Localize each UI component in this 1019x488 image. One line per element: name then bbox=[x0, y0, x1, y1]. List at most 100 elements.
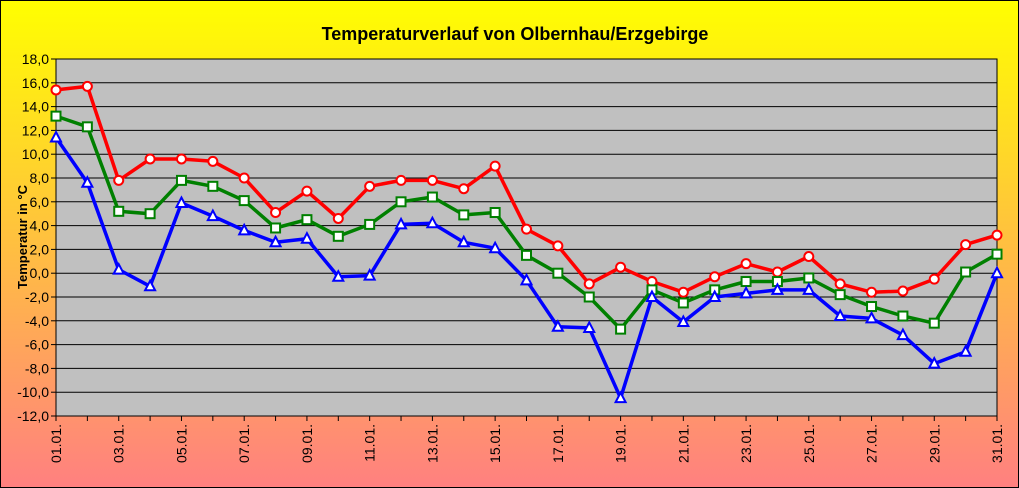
data-point bbox=[112, 261, 126, 275]
x-tick-label: 13.01. bbox=[424, 424, 440, 463]
data-point bbox=[270, 207, 282, 219]
data-point bbox=[927, 355, 941, 369]
data-point bbox=[521, 223, 532, 235]
x-tick-label: 09.01. bbox=[299, 424, 315, 463]
y-tick-label: -10,0 bbox=[17, 384, 49, 400]
y-tick-label: 18,0 bbox=[22, 51, 49, 67]
data-point bbox=[803, 272, 815, 284]
data-point bbox=[49, 129, 63, 143]
x-tick-label: 17.01. bbox=[550, 424, 566, 463]
data-point bbox=[708, 289, 722, 302]
y-tick-label: -12,0 bbox=[17, 408, 49, 424]
data-point bbox=[113, 174, 125, 186]
x-tick-label: 19.01. bbox=[613, 424, 629, 463]
data-point bbox=[395, 196, 407, 208]
data-point bbox=[50, 110, 62, 122]
y-tick-label: 4,0 bbox=[30, 218, 50, 234]
data-point bbox=[552, 240, 564, 252]
series-3 bbox=[49, 129, 1004, 404]
data-point bbox=[175, 153, 187, 165]
y-tick-label: 2,0 bbox=[30, 241, 50, 257]
chart-title: Temperaturverlauf von Olbernhau/Erzgebir… bbox=[322, 24, 709, 44]
y-tick-label: 8,0 bbox=[30, 170, 50, 186]
data-point bbox=[928, 273, 940, 285]
data-point bbox=[331, 269, 345, 282]
x-tick-label: 01.01. bbox=[48, 424, 64, 463]
y-tick-label: 6,0 bbox=[30, 194, 50, 210]
y-axis-label: Temperatur in °C bbox=[15, 184, 30, 289]
data-point bbox=[521, 249, 532, 261]
x-tick-label: 31.01. bbox=[989, 424, 1005, 463]
data-point bbox=[677, 286, 689, 298]
data-point bbox=[175, 174, 187, 186]
data-point bbox=[206, 208, 220, 222]
data-point bbox=[770, 282, 785, 295]
data-point bbox=[960, 266, 972, 278]
data-point bbox=[552, 267, 564, 279]
data-point bbox=[991, 248, 1003, 260]
data-point bbox=[740, 258, 752, 270]
x-tick-label: 27.01. bbox=[864, 424, 880, 463]
data-point bbox=[332, 212, 344, 224]
data-point bbox=[583, 278, 595, 290]
data-point bbox=[425, 215, 440, 229]
y-tick-label: -8,0 bbox=[25, 360, 49, 376]
y-tick-label: 0,0 bbox=[30, 265, 50, 281]
data-point bbox=[645, 289, 659, 302]
data-point bbox=[958, 344, 973, 357]
data-point bbox=[144, 153, 156, 165]
data-point bbox=[113, 205, 125, 217]
x-tick-label: 23.01. bbox=[738, 424, 754, 463]
data-point bbox=[489, 207, 501, 219]
data-point bbox=[238, 195, 250, 207]
data-point bbox=[81, 121, 93, 133]
data-point bbox=[332, 230, 344, 242]
data-point bbox=[990, 265, 1004, 279]
data-point bbox=[458, 209, 470, 221]
data-point bbox=[270, 222, 282, 234]
x-tick-label: 29.01. bbox=[926, 424, 942, 463]
data-point bbox=[519, 272, 534, 286]
y-tick-label: 10,0 bbox=[22, 146, 49, 162]
x-tick-label: 05.01. bbox=[173, 424, 189, 463]
data-point bbox=[395, 174, 407, 186]
data-point bbox=[896, 327, 910, 341]
y-tick-label: 12,0 bbox=[22, 122, 49, 138]
data-point bbox=[613, 390, 628, 404]
data-point bbox=[301, 214, 313, 226]
x-tick-label: 11.01. bbox=[362, 424, 378, 462]
y-tick-label: -2,0 bbox=[25, 289, 49, 305]
y-tick-label: 16,0 bbox=[22, 75, 49, 91]
data-point bbox=[300, 231, 314, 244]
data-point bbox=[834, 278, 846, 290]
data-point bbox=[615, 261, 627, 273]
data-point bbox=[426, 191, 438, 203]
x-tick-label: 21.01. bbox=[675, 424, 691, 463]
data-point bbox=[676, 314, 690, 327]
series-group bbox=[49, 80, 1004, 404]
data-point bbox=[301, 185, 313, 197]
data-point bbox=[364, 180, 376, 192]
data-point bbox=[582, 320, 596, 333]
y-tick-label: 14,0 bbox=[22, 99, 49, 115]
series-1 bbox=[50, 80, 1003, 298]
data-point bbox=[739, 285, 753, 299]
plot-area bbox=[55, 58, 998, 417]
data-point bbox=[237, 222, 251, 236]
x-axis: 01.01. 03.01. 05.01. 07.01. 09.01. 11.01. 13.0… bbox=[48, 416, 1005, 463]
data-point bbox=[363, 267, 377, 281]
data-point bbox=[864, 310, 879, 324]
data-point bbox=[364, 218, 376, 230]
data-point bbox=[834, 289, 846, 301]
y-axis: -12,0 -10,0 -8,0 -6,0 -4,0 -2,0 0,0 2,0 4,0 6,0 8,… bbox=[17, 51, 56, 424]
data-point bbox=[394, 216, 408, 230]
data-point bbox=[426, 174, 438, 186]
data-point bbox=[833, 308, 847, 322]
data-point bbox=[802, 282, 816, 295]
data-point bbox=[991, 229, 1003, 241]
data-point bbox=[866, 301, 878, 313]
data-point bbox=[771, 266, 783, 278]
data-point bbox=[866, 286, 878, 298]
data-point bbox=[268, 234, 283, 248]
